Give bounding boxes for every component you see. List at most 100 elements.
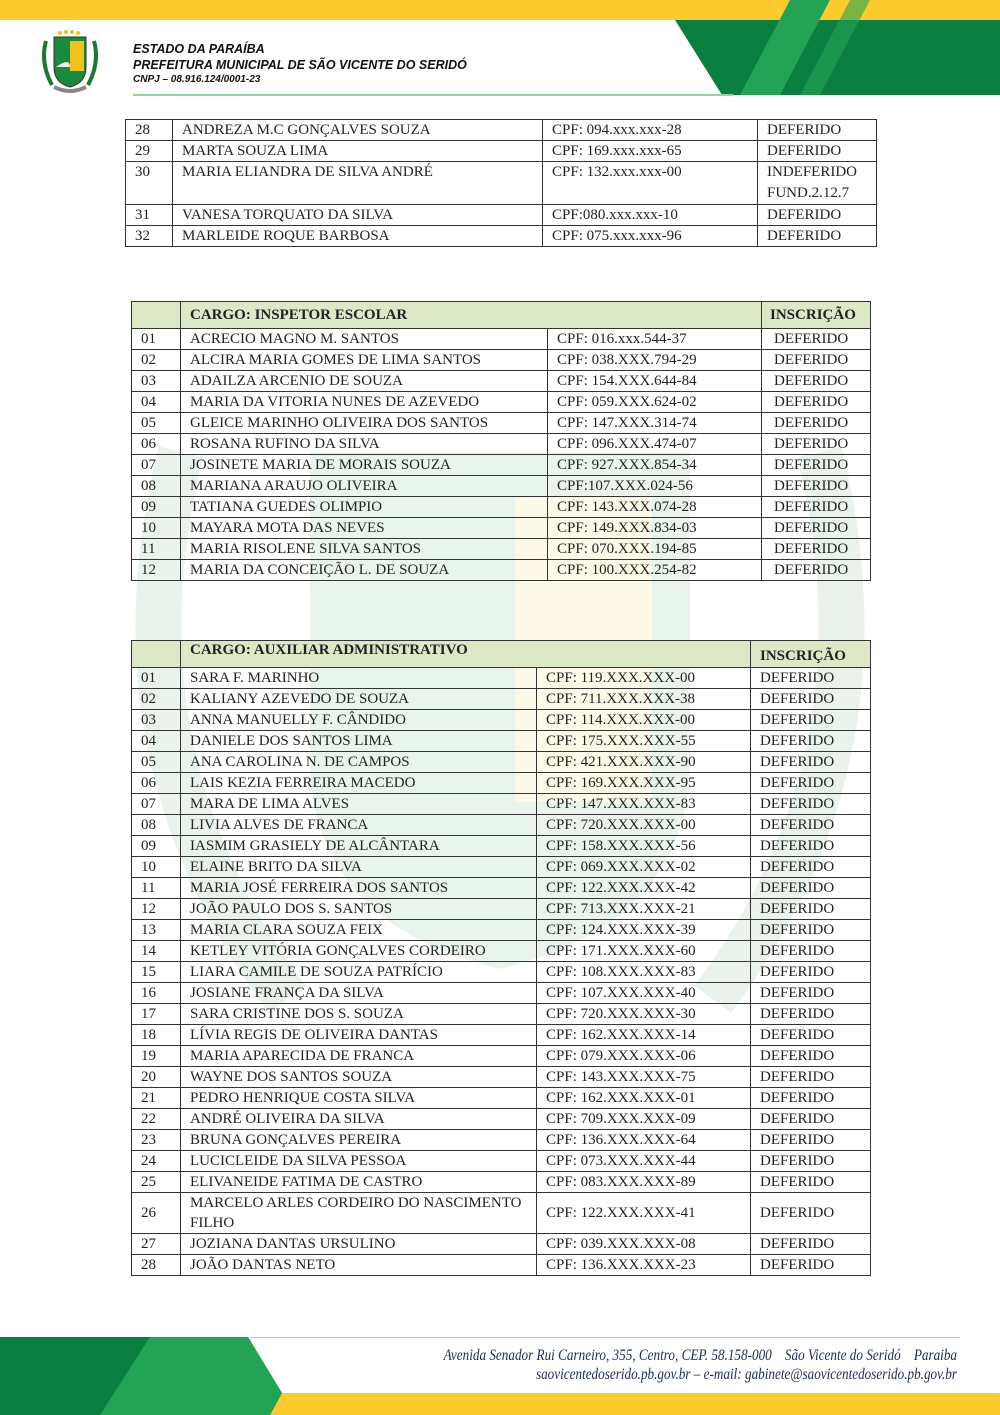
table-row: 08 LIVIA ALVES DE FRANCA CPF: 720.XXX.XXX-… — [131, 814, 872, 836]
candidate-cpf: CPF: 079.XXX.XXX-06 — [535, 1045, 752, 1067]
row-number: 07 — [131, 793, 181, 815]
registration-status: DEFERIDO — [750, 1066, 872, 1088]
table-row: 23 BRUNA GONÇALVES PEREIRA CPF: 136.XXX.XX… — [131, 1129, 872, 1151]
candidate-name: ACRECIO MAGNO M. SANTOS — [180, 328, 548, 350]
table-row: 14 KETLEY VITÓRIA GONÇALVES CORDEIRO CPF: … — [131, 940, 872, 962]
table-row: 12 JOÃO PAULO DOS S. SANTOS CPF: 713.XXX.X… — [131, 898, 872, 920]
candidate-cpf: CPF: 175.XXX.XXX-55 — [535, 730, 752, 752]
candidate-name: KETLEY VITÓRIA GONÇALVES CORDEIRO — [180, 940, 537, 962]
candidate-name: LIVIA ALVES DE FRANCA — [180, 814, 537, 836]
registration-status: DEFERIDO — [750, 919, 872, 941]
table-row: 16 JOSIANE FRANÇA DA SILVA CPF: 107.XXX.XX… — [131, 982, 872, 1004]
table-row: 07 MARA DE LIMA ALVES CPF: 147.XXX.XXX-83 D… — [131, 793, 872, 815]
table-row: 28 ANDREZA M.C GONÇALVES SOUZA CPF: 094.xx… — [125, 119, 877, 141]
registration-status: DEFERIDO — [750, 835, 872, 857]
registration-status: DEFERIDO — [761, 475, 872, 497]
row-number: 10 — [131, 517, 181, 539]
table-row: 02 KALIANY AZEVEDO DE SOUZA CPF: 711.XXX.X… — [131, 688, 872, 710]
candidate-cpf: CPF: 136.XXX.XXX-23 — [535, 1254, 752, 1276]
state-name: ESTADO DA PARAÍBA — [133, 42, 265, 56]
row-number: 08 — [131, 475, 181, 497]
registration-status: DEFERIDO — [750, 982, 872, 1004]
registration-status: DEFERIDO — [750, 814, 872, 836]
table-row: 12 MARIA DA CONCEIÇÃO L. DE SOUZA CPF: 100… — [131, 559, 872, 581]
candidate-cpf: CPF: 016.xxx.544-37 — [546, 328, 763, 350]
row-number: 21 — [131, 1087, 181, 1109]
candidate-cpf: CPF:080.xxx.xxx-10 — [542, 204, 758, 226]
table-row: 11 MARIA RISOLENE SILVA SANTOS CPF: 070.XX… — [131, 538, 872, 560]
candidate-cpf: CPF: 162.XXX.XXX-01 — [535, 1087, 752, 1109]
header-divider — [133, 94, 733, 96]
row-number: 30 — [125, 161, 173, 205]
candidate-cpf: CPF: 927.XXX.854-34 — [546, 454, 763, 476]
table-row: 03 ADAILZA ARCENIO DE SOUZA CPF: 154.XXX.6… — [131, 370, 872, 392]
table-row: 03 ANNA MANUELLY F. CÂNDIDO CPF: 114.XXX.X… — [131, 709, 872, 731]
candidate-name: MARIA RISOLENE SILVA SANTOS — [180, 538, 548, 560]
candidate-name: LÍVIA REGIS DE OLIVEIRA DANTAS — [180, 1024, 537, 1046]
table-row: 06 ROSANA RUFINO DA SILVA CPF: 096.XXX.474… — [131, 433, 872, 455]
cargo-title: CARGO: AUXILIAR ADMINISTRATIVO — [179, 640, 752, 668]
municipal-coat-of-arms-logo — [42, 30, 98, 93]
header-blank-cell — [131, 301, 181, 329]
registration-status: DEFERIDO — [761, 349, 872, 371]
candidate-name: SARA F. MARINHO — [180, 667, 537, 689]
row-number: 15 — [131, 961, 181, 983]
candidate-name: PEDRO HENRIQUE COSTA SILVA — [180, 1087, 537, 1109]
footer-text: Avenida Senador Rui Carneiro, 355, Centr… — [444, 1346, 957, 1384]
candidate-cpf: CPF: 162.XXX.XXX-14 — [535, 1024, 752, 1046]
candidate-name: MARIA DA VITORIA NUNES DE AZEVEDO — [180, 391, 548, 413]
registration-status: DEFERIDO — [750, 1233, 872, 1255]
candidate-cpf: CPF: 039.XXX.XXX-08 — [535, 1233, 752, 1255]
registration-status: DEFERIDO — [750, 709, 872, 731]
header-blank-cell — [131, 640, 181, 668]
registration-status: DEFERIDO — [750, 898, 872, 920]
table-row: 06 LAIS KEZIA FERREIRA MACEDO CPF: 169.XXX… — [131, 772, 872, 794]
candidate-cpf: CPF: 158.XXX.XXX-56 — [535, 835, 752, 857]
table-row: 11 MARIA JOSÉ FERREIRA DOS SANTOS CPF: 122… — [131, 877, 872, 899]
candidate-cpf: CPF: 709.XXX.XXX-09 — [535, 1108, 752, 1130]
registration-status: DEFERIDO — [761, 370, 872, 392]
inscricao-header: INSCRIÇÃO — [761, 301, 872, 329]
candidate-name: JOZIANA DANTAS URSULINO — [180, 1233, 537, 1255]
row-number: 31 — [125, 204, 173, 226]
candidate-cpf: CPF: 124.XXX.XXX-39 — [535, 919, 752, 941]
table-row: 24 LUCICLEIDE DA SILVA PESSOA CPF: 073.XXX… — [131, 1150, 872, 1172]
row-number: 12 — [131, 559, 181, 581]
table-row: 26 MARCELO ARLES CORDEIRO DO NASCIMENTO F… — [131, 1192, 872, 1234]
candidate-cpf: CPF: 154.XXX.644-84 — [546, 370, 763, 392]
table-row: 01 SARA F. MARINHO CPF: 119.XXX.XXX-00 DEFE… — [131, 667, 872, 689]
registration-status: DEFERIDO — [750, 1087, 872, 1109]
row-number: 08 — [131, 814, 181, 836]
table-row: 05 ANA CAROLINA N. DE CAMPOS CPF: 421.XXX.… — [131, 751, 872, 773]
row-number: 24 — [131, 1150, 181, 1172]
candidate-cpf: CPF: 136.XXX.XXX-64 — [535, 1129, 752, 1151]
candidate-cpf: CPF: 114.XXX.XXX-00 — [535, 709, 752, 731]
candidate-name: ALCIRA MARIA GOMES DE LIMA SANTOS — [180, 349, 548, 371]
candidate-cpf: CPF: 096.XXX.474-07 — [546, 433, 763, 455]
table-row: 09 IASMIM GRASIELY DE ALCÂNTARA CPF: 158.X… — [131, 835, 872, 857]
table-row: 02 ALCIRA MARIA GOMES DE LIMA SANTOS CPF: … — [131, 349, 872, 371]
candidate-cpf: CPF: 075.xxx.xxx-96 — [542, 225, 758, 247]
candidate-cpf: CPF:107.XXX.024-56 — [546, 475, 763, 497]
auxiliar-administrativo-table: CARGO: AUXILIAR ADMINISTRATIVO INSCRIÇÃO… — [131, 640, 872, 1276]
row-number: 18 — [131, 1024, 181, 1046]
candidate-name: ELAINE BRITO DA SILVA — [180, 856, 537, 878]
candidate-name: ROSANA RUFINO DA SILVA — [180, 433, 548, 455]
candidate-cpf: CPF: 073.XXX.XXX-44 — [535, 1150, 752, 1172]
row-number: 19 — [131, 1045, 181, 1067]
candidate-cpf: CPF: 711.XXX.XXX-38 — [535, 688, 752, 710]
table-row: 28 JOÃO DANTAS NETO CPF: 136.XXX.XXX-23 DEF… — [131, 1254, 872, 1276]
registration-status: DEFERIDO — [761, 391, 872, 413]
registration-status: DEFERIDO — [750, 667, 872, 689]
candidate-name: WAYNE DOS SANTOS SOUZA — [180, 1066, 537, 1088]
candidate-cpf: CPF: 149.XXX.834-03 — [546, 517, 763, 539]
candidate-name: DANIELE DOS SANTOS LIMA — [180, 730, 537, 752]
registration-status: INDEFERIDO FUND.2.12.7 — [757, 161, 877, 205]
candidate-cpf: CPF: 132.xxx.xxx-00 — [542, 161, 758, 205]
cnpj: CNPJ – 08.916.124/0001-23 — [133, 74, 261, 85]
candidate-name: MARIANA ARAUJO OLIVEIRA — [180, 475, 548, 497]
table-row: 09 TATIANA GUEDES OLIMPIO CPF: 143.XXX.074… — [131, 496, 872, 518]
header-text: ESTADO DA PARAÍBA PREFEITURA MUNICIPAL D… — [133, 41, 467, 87]
table-row: 08 MARIANA ARAUJO OLIVEIRA CPF:107.XXX.024… — [131, 475, 872, 497]
candidate-cpf: CPF: 169.XXX.XXX-95 — [535, 772, 752, 794]
